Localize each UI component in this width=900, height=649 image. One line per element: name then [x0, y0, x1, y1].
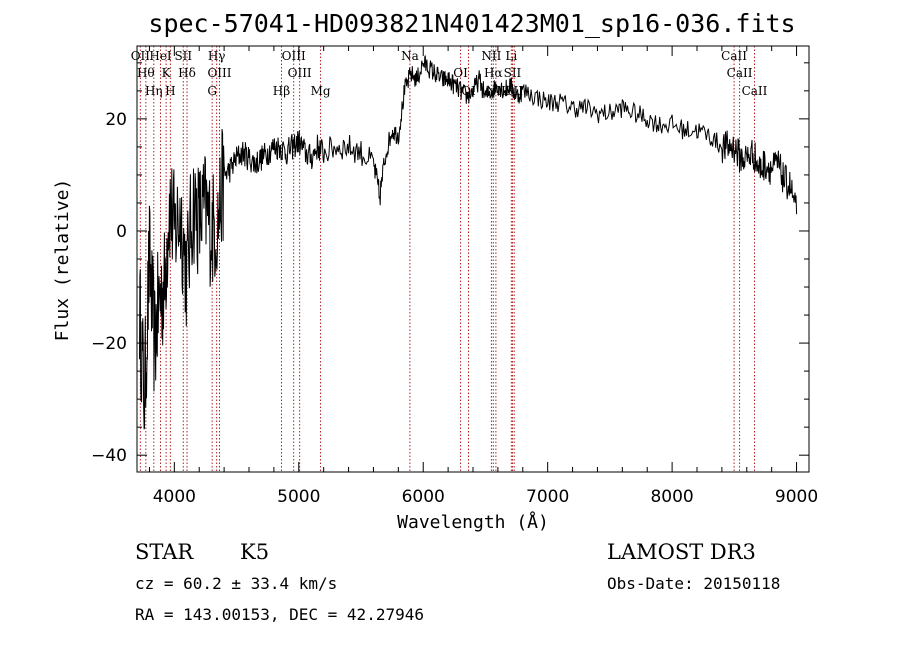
line-label-HeI: HeI: [149, 49, 172, 63]
line-label-Hγ: Hγ: [208, 49, 226, 63]
y-tick-label: 20: [105, 110, 127, 130]
y-tick-label: −40: [91, 446, 127, 466]
y-axis-ticks: −40 −20 0 20: [91, 62, 809, 466]
spectral-line-markers: [139, 46, 755, 472]
line-label-OIII: OIII: [288, 66, 312, 80]
x-tick-label: 6000: [402, 487, 445, 507]
x-tick-label: 8000: [650, 487, 693, 507]
y-tick-label: −20: [91, 334, 127, 354]
line-label-OIII: OIII: [207, 66, 231, 80]
redshift-velocity: cz = 60.2 ± 33.4 km/s: [135, 574, 337, 593]
line-label-SII: SII: [504, 66, 522, 80]
y-axis-label: Flux (relative): [52, 179, 73, 342]
line-label-Hη: Hη: [145, 84, 163, 98]
line-label-Na: Na: [401, 49, 419, 63]
line-label-G: G: [207, 84, 217, 98]
line-label-CaII: CaII: [727, 66, 753, 80]
plot-frame: [136, 45, 810, 473]
line-label-OII: OII: [131, 49, 151, 63]
x-tick-label: 7000: [526, 487, 569, 507]
line-label-CaII: CaII: [721, 49, 747, 63]
object-class: STAR: [135, 540, 194, 564]
survey-name: LAMOST DR3: [607, 540, 756, 564]
line-label-Hθ: Hθ: [137, 66, 155, 80]
line-label-K: K: [162, 66, 172, 80]
line-label-Hα: Hα: [484, 66, 503, 80]
line-label-Hβ: Hβ: [273, 84, 290, 98]
object-subclass: K5: [240, 540, 269, 564]
line-label-NII: NII: [481, 49, 501, 63]
y-tick-label: 0: [116, 222, 127, 242]
line-label-Li: Li: [505, 49, 517, 63]
line-label-OI: OI: [453, 66, 468, 80]
x-axis-label: Wavelength (Å): [397, 511, 549, 533]
x-tick-label: 5000: [277, 487, 320, 507]
x-tick-label: 9000: [775, 487, 818, 507]
x-axis-ticks: 4000 5000 6000 7000 8000 9000: [148, 46, 818, 507]
observation-date: Obs-Date: 20150118: [607, 574, 780, 593]
chart-title: spec-57041-HD093821N401423M01_sp16-036.f…: [148, 9, 795, 38]
line-label-H: H: [165, 84, 175, 98]
spectral-line-labels: OII Hθ Hη HeI KH SII Hδ G Hγ OIII Hβ OIII OIII Mg Na OI…: [131, 49, 768, 98]
line-label-Mg: Mg: [311, 84, 331, 98]
line-label-OIII: OIII: [282, 49, 306, 63]
spectrum-line: [139, 55, 798, 430]
line-label-Hδ: Hδ: [178, 66, 196, 80]
line-label-SII: SII: [174, 49, 192, 63]
x-tick-label: 4000: [153, 487, 196, 507]
line-label-CaII: CaII: [742, 84, 768, 98]
coordinates: RA = 143.00153, DEC = 42.27946: [135, 605, 424, 624]
